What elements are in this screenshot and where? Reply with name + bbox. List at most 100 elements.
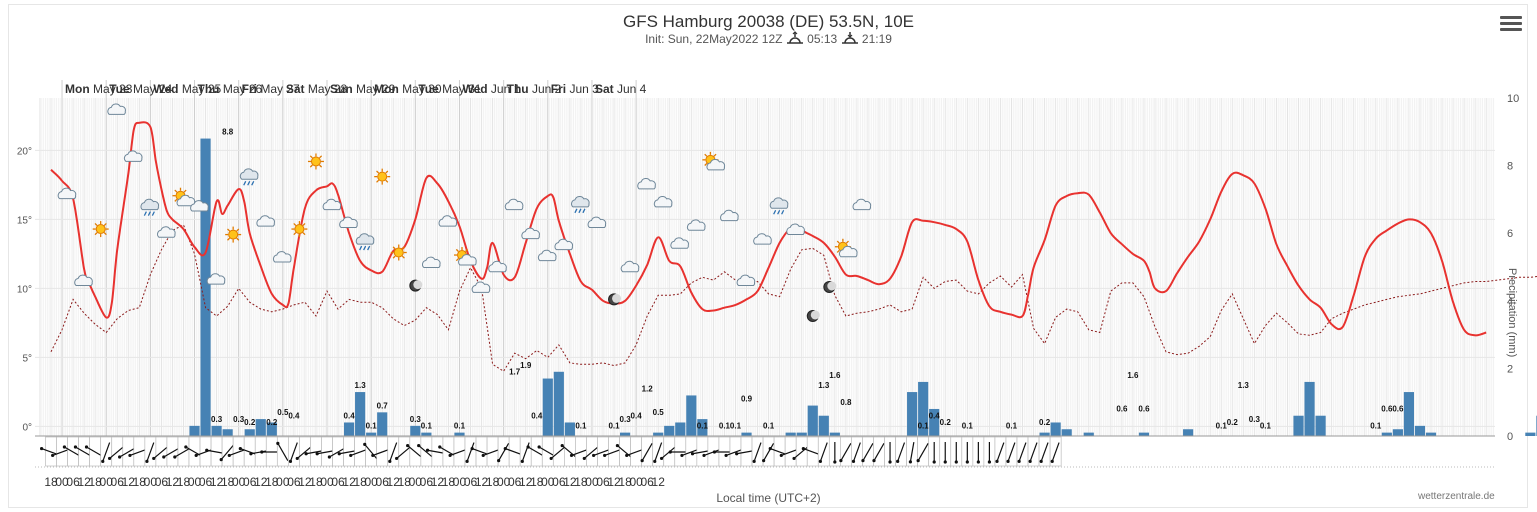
precip-data-label: 0.1	[730, 422, 742, 431]
wind-arrow-head	[818, 459, 822, 463]
cloud-icon	[736, 274, 756, 286]
rain-drop	[777, 209, 781, 215]
y-tick-label-right: 10	[1507, 93, 1519, 105]
sun-ray	[94, 232, 98, 236]
precip-bar	[929, 408, 940, 436]
wind-arrow-head	[481, 453, 485, 458]
wind-arrow-head	[363, 442, 367, 446]
sun-cloud-icon	[454, 247, 477, 266]
cloud-icon	[322, 198, 342, 211]
cloud-icon	[157, 226, 176, 238]
cloud-shape	[537, 249, 557, 262]
cloud-shape	[753, 233, 772, 245]
precip-data-label: 0.2	[1039, 418, 1051, 427]
sun-icon	[92, 221, 109, 238]
hour-tick-label: 12	[77, 475, 91, 489]
wind-arrow-head	[762, 459, 766, 463]
hour-tick-label: 18	[221, 475, 235, 489]
sun-ray	[236, 228, 240, 232]
wind-arrow-head	[1050, 459, 1054, 463]
wind-arrow-head	[896, 459, 900, 463]
hour-tick-label: 06	[331, 475, 345, 489]
precip-bar	[1183, 429, 1194, 436]
y-tick-label-right: 4	[1507, 296, 1513, 308]
moon-icon	[823, 281, 837, 294]
day-label-dow: Tue	[418, 82, 442, 96]
wind-arrow-head	[295, 456, 299, 461]
precip-bar	[421, 432, 432, 436]
cloud-icon	[339, 216, 358, 229]
hour-tick-label: 06	[640, 475, 654, 489]
hour-tick-label: 06	[464, 475, 478, 489]
cloud-shape	[256, 215, 275, 227]
hour-tick-label: 12	[563, 475, 577, 489]
precip-data-label: 0.1	[575, 422, 587, 431]
sun-ray	[302, 232, 306, 236]
wind-arrow-head	[470, 446, 474, 451]
precip-data-label: 0.1	[366, 422, 378, 431]
wind-arrow	[862, 443, 874, 461]
chart-subtitle: Init: Sun, 22May2022 12Z 05:13 21:19	[0, 31, 1537, 46]
precip-bar	[1381, 432, 1392, 436]
cloud-icon	[537, 249, 557, 262]
wind-arrow	[1051, 442, 1060, 462]
dewpoint-line	[50, 224, 1537, 372]
precip-data-label: 1.6	[829, 371, 841, 380]
wind-arrow-head	[315, 452, 319, 456]
precip-bar	[1293, 415, 1304, 436]
cloud-shape	[239, 168, 259, 180]
wind-arrow-head	[51, 453, 55, 458]
precip-data-label: 0.1	[454, 422, 466, 431]
wind-arrow	[102, 442, 111, 462]
cloud-shape	[322, 198, 342, 211]
cloud-shape	[686, 219, 706, 231]
wind-arrow	[753, 442, 762, 462]
sun-disc	[310, 156, 321, 167]
sun-disc	[228, 229, 239, 240]
wind-arrow-head	[276, 441, 280, 445]
cloud-shape	[355, 233, 375, 245]
hour-tick-label: 18	[133, 475, 147, 489]
precip-data-label: 0.1	[763, 422, 775, 431]
precip-data-label: 0.3	[1249, 415, 1261, 424]
wind-arrow-head	[851, 459, 856, 463]
rain-drop	[147, 211, 151, 216]
wind-arrow-head	[84, 445, 89, 449]
sun-disc	[377, 171, 388, 182]
wind-arrow-head	[371, 453, 375, 458]
credit-link[interactable]: wetterzentrale.de	[1418, 491, 1495, 502]
hamburger-menu-icon[interactable]	[1500, 16, 1522, 34]
sun-ray	[465, 248, 469, 252]
hour-tick-label: 00	[497, 475, 511, 489]
precip-data-label: 0.5	[653, 408, 665, 417]
rain-cloud-icon	[769, 197, 789, 215]
precip-data-label: 0.1	[421, 422, 433, 431]
precip-bar	[222, 429, 233, 436]
cloud-icon	[256, 215, 275, 227]
wind-arrow-head	[680, 453, 684, 458]
cloud-shape	[272, 251, 292, 263]
precip-data-label: 0.8	[840, 398, 852, 407]
wind-arrow-head	[659, 456, 664, 461]
hour-tick-label: 18	[442, 475, 456, 489]
precip-bar	[807, 405, 818, 436]
cloud-icon	[57, 187, 77, 200]
sunrise-icon	[786, 31, 803, 44]
wind-arrow	[498, 443, 510, 461]
day-label-date: May 24	[133, 82, 173, 96]
day-label-dow: Thu	[198, 82, 223, 96]
sun-ray	[392, 255, 396, 259]
chart-title: GFS Hamburg 20038 (DE) 53.5N, 10E	[622, 12, 915, 31]
precip-data-label: 8.8	[222, 128, 234, 137]
rain-cloud-icon	[239, 168, 259, 186]
precip-bar	[1039, 432, 1050, 436]
wind-arrow-head	[592, 453, 596, 458]
hour-tick-label: 12	[210, 475, 224, 489]
wind-arrow-head	[735, 452, 739, 456]
cloud-shape	[123, 150, 143, 162]
rain-drop	[243, 180, 247, 186]
wind-arrow	[466, 442, 475, 462]
sun-ray	[183, 189, 187, 193]
wind-arrow-head	[582, 456, 586, 461]
precip-bar	[377, 412, 388, 436]
